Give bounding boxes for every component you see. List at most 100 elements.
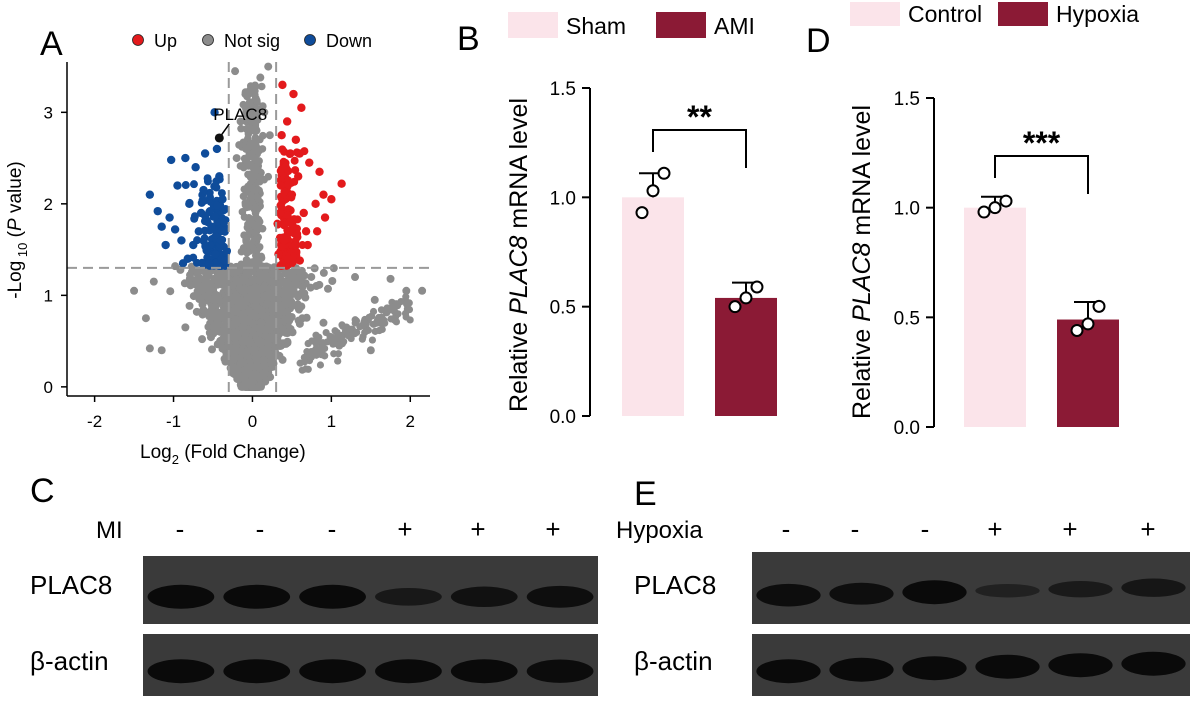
panel-a: A Up Not sig Down PLAC8 -2 -1 0 1 2 0 1 2 3 Log2 … bbox=[5, 25, 430, 467]
notsig-point bbox=[256, 73, 265, 82]
notsig-point bbox=[214, 275, 223, 284]
notsig-point bbox=[244, 182, 253, 191]
notsig-point bbox=[252, 370, 261, 379]
notsig-point bbox=[317, 351, 325, 359]
down-point bbox=[205, 188, 214, 197]
legend-label-down: Down bbox=[326, 31, 372, 51]
notsig-point bbox=[208, 345, 217, 354]
legend-marker-down bbox=[304, 34, 316, 46]
up-point bbox=[279, 236, 289, 245]
notsig-point bbox=[285, 316, 294, 325]
notsig-point bbox=[264, 340, 273, 349]
legend-label-up: Up bbox=[154, 31, 177, 51]
notsig-point bbox=[258, 224, 267, 233]
up-point bbox=[312, 227, 322, 236]
panel-label-b: B bbox=[457, 20, 480, 58]
down-point bbox=[212, 144, 222, 154]
notsig-point bbox=[402, 313, 410, 321]
notsig-point bbox=[251, 140, 260, 149]
down-point bbox=[181, 153, 190, 163]
notsig-point bbox=[376, 318, 385, 327]
down-point bbox=[217, 189, 226, 198]
notsig-point bbox=[260, 108, 269, 117]
blot-band bbox=[902, 580, 967, 605]
down-point bbox=[190, 214, 199, 223]
notsig-point bbox=[265, 131, 274, 140]
notsig-point bbox=[247, 117, 256, 125]
notsig-point bbox=[246, 125, 254, 133]
down-point bbox=[173, 181, 182, 190]
notsig-point bbox=[236, 284, 245, 293]
notsig-point bbox=[361, 328, 369, 337]
down-point bbox=[189, 180, 198, 189]
up-point bbox=[281, 163, 290, 172]
notsig-point bbox=[351, 273, 360, 282]
notsig-point bbox=[386, 274, 395, 283]
notsig-point bbox=[251, 283, 260, 292]
blot-band bbox=[756, 659, 821, 684]
replicate-point bbox=[728, 300, 742, 314]
notsig-point bbox=[245, 317, 254, 326]
notsig-point bbox=[370, 295, 379, 304]
legend-label-hypoxia: Hypoxia bbox=[1056, 1, 1139, 27]
notsig-point bbox=[369, 307, 378, 316]
notsig-point bbox=[261, 348, 270, 357]
notsig-point bbox=[202, 309, 211, 318]
notsig-point bbox=[186, 281, 195, 290]
up-point bbox=[276, 181, 286, 190]
blot-band bbox=[147, 659, 215, 684]
notsig-point bbox=[405, 305, 414, 314]
down-point bbox=[203, 177, 212, 186]
notsig-point bbox=[253, 193, 261, 202]
notsig-point bbox=[130, 286, 139, 295]
notsig-point bbox=[366, 346, 375, 355]
notsig-point bbox=[241, 198, 250, 207]
volcano-y-tick-label: 1 bbox=[44, 286, 53, 305]
lane-sign: + bbox=[397, 514, 412, 544]
down-point bbox=[166, 155, 176, 165]
notsig-point bbox=[378, 325, 386, 334]
blot-band bbox=[1121, 651, 1186, 676]
notsig-point bbox=[271, 329, 280, 338]
blot-e-row-label-actin: β-actin bbox=[634, 646, 713, 676]
down-point bbox=[170, 225, 180, 234]
blot-membrane bbox=[752, 552, 1190, 624]
notsig-point bbox=[259, 371, 268, 380]
down-point bbox=[199, 185, 208, 195]
down-point bbox=[220, 256, 230, 265]
bar-y-tick-label: 0.5 bbox=[894, 308, 920, 329]
notsig-point bbox=[319, 268, 328, 277]
notsig-point bbox=[234, 365, 243, 374]
replicate-point bbox=[750, 280, 764, 294]
notsig-point bbox=[328, 277, 337, 286]
notsig-point bbox=[232, 306, 241, 315]
notsig-point bbox=[263, 299, 272, 308]
down-point bbox=[145, 190, 155, 199]
notsig-point bbox=[251, 229, 259, 237]
replicate-point bbox=[657, 166, 671, 180]
blot-band bbox=[375, 587, 442, 606]
up-point bbox=[311, 199, 320, 209]
bar-d-plot: 0.0 0.5 1.0 1.5 *** bbox=[894, 89, 1119, 439]
up-point bbox=[337, 179, 346, 188]
blot-band bbox=[975, 654, 1040, 679]
notsig-point bbox=[300, 289, 309, 298]
up-point bbox=[284, 180, 293, 189]
blot-band bbox=[450, 586, 518, 608]
notsig-point bbox=[377, 306, 386, 314]
blot-membrane bbox=[143, 556, 598, 624]
down-point bbox=[211, 212, 220, 221]
bar-y-tick-label: 1.0 bbox=[550, 188, 576, 209]
panel-label-e: E bbox=[634, 475, 657, 513]
up-point bbox=[290, 156, 299, 165]
annotation-label: PLAC8 bbox=[213, 105, 267, 124]
volcano-y-tick-label: 3 bbox=[44, 103, 53, 122]
notsig-point bbox=[189, 264, 198, 273]
bar-d-ylabel: Relative PLAC8 mRNA level bbox=[848, 105, 876, 419]
notsig-point bbox=[330, 350, 338, 358]
lane-sign: - bbox=[851, 514, 860, 544]
up-point bbox=[297, 103, 306, 112]
notsig-point bbox=[334, 357, 342, 365]
notsig-point bbox=[254, 215, 263, 224]
legend-label-control: Control bbox=[908, 1, 982, 27]
